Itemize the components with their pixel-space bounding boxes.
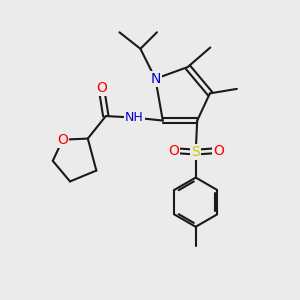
Text: O: O [168, 144, 178, 158]
Text: S: S [191, 145, 200, 159]
Text: O: O [213, 144, 224, 158]
Text: O: O [96, 81, 107, 94]
Text: NH: NH [125, 111, 144, 124]
Text: N: N [150, 72, 161, 86]
Text: O: O [57, 133, 68, 147]
